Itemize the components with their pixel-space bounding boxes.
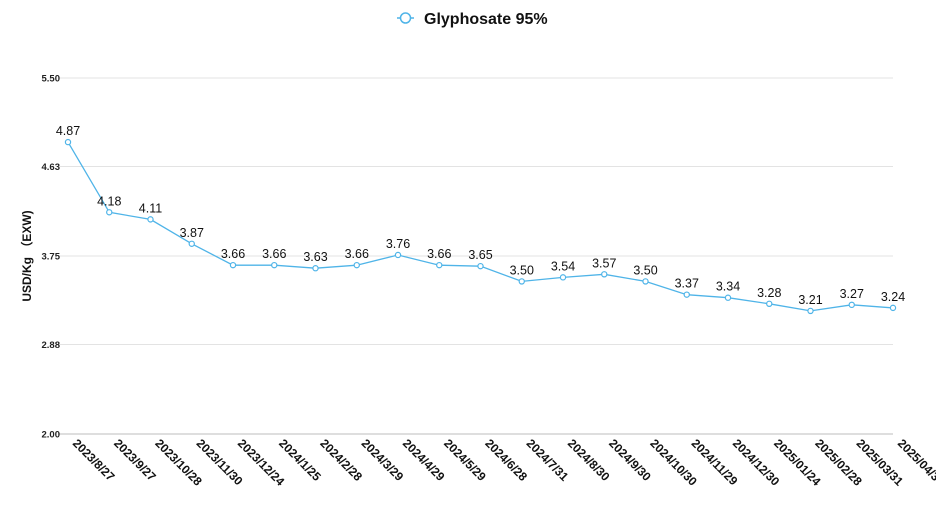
x-tick-label: 2024/7/31 [524,436,572,484]
x-tick-label: 2024/8/30 [565,436,613,484]
data-point [271,261,278,269]
x-tick-label: 2024/6/28 [482,436,530,484]
data-label: 4.87 [56,124,80,138]
data-point [889,304,897,312]
data-label: 3.66 [427,247,451,261]
data-point [683,291,690,298]
legend-series-name: Glyphosate 95% [424,11,548,28]
y-tick-label: 5.50 [42,74,61,85]
x-tick-label: 2023/9/27 [111,436,159,484]
data-label: 3.28 [757,286,781,300]
y-axis-ticks: 2.00 2.88 3.75 4.63 5.50 [42,74,61,441]
data-label: 3.57 [592,256,616,270]
x-axis-ticks: 2023/8/272023/9/272023/10/282023/11/3020… [70,436,936,489]
data-point [724,294,732,301]
y-tick-label: 3.75 [42,252,61,263]
data-label: 3.66 [345,247,369,261]
data-label: 3.24 [881,290,905,304]
data-label: 3.76 [386,237,410,251]
data-point [312,265,319,272]
data-point [518,278,525,285]
data-label: 3.21 [798,293,822,307]
data-point [436,261,443,269]
data-label: 3.27 [840,287,864,301]
data-label: 3.50 [510,263,534,277]
data-label: 4.11 [139,201,162,215]
x-tick-label: 2024/2/28 [317,436,365,484]
y-tick-label: 2.00 [42,430,61,441]
data-point [601,271,608,278]
x-tick-label: 2024/3/29 [359,436,407,484]
data-point [394,251,402,259]
series-points-group [64,138,897,315]
y-tick-label: 2.88 [42,340,61,351]
data-point [477,262,484,270]
data-point [229,261,237,269]
data-label: 3.65 [468,248,492,262]
data-point [147,216,154,223]
data-label: 3.54 [551,259,575,273]
data-label: 3.50 [633,263,657,277]
x-tick-label: 2024/4/29 [400,436,448,484]
data-point [766,300,773,308]
data-point [848,301,855,309]
x-tick-label: 2024/5/29 [441,436,489,484]
data-point [353,261,360,269]
grid-lines [58,77,893,435]
data-label: 4.18 [97,194,121,208]
legend: Glyphosate 95% [397,11,548,28]
data-label: 3.66 [262,247,286,261]
data-point [106,209,113,216]
x-tick-label: 2024/9/30 [606,436,654,484]
legend-circle-marker [399,12,412,24]
y-axis-label: USD/Kg （EXW) [19,210,34,301]
data-label: 3.66 [221,247,245,261]
data-label: 3.63 [303,250,327,264]
data-point [807,307,814,315]
data-point [188,240,195,247]
y-tick-label: 4.63 [42,162,61,173]
data-label: 3.34 [716,280,740,294]
x-tick-label: 2023/8/27 [70,436,118,484]
data-point [64,138,72,146]
data-point [642,278,649,285]
data-label: 3.37 [675,277,699,291]
data-labels-group: 4.87 4.18 4.11 3.87 3.66 3.66 3.63 3.66 3.76 3.66… [56,124,905,307]
data-label: 3.87 [180,226,204,240]
data-point [559,274,567,281]
